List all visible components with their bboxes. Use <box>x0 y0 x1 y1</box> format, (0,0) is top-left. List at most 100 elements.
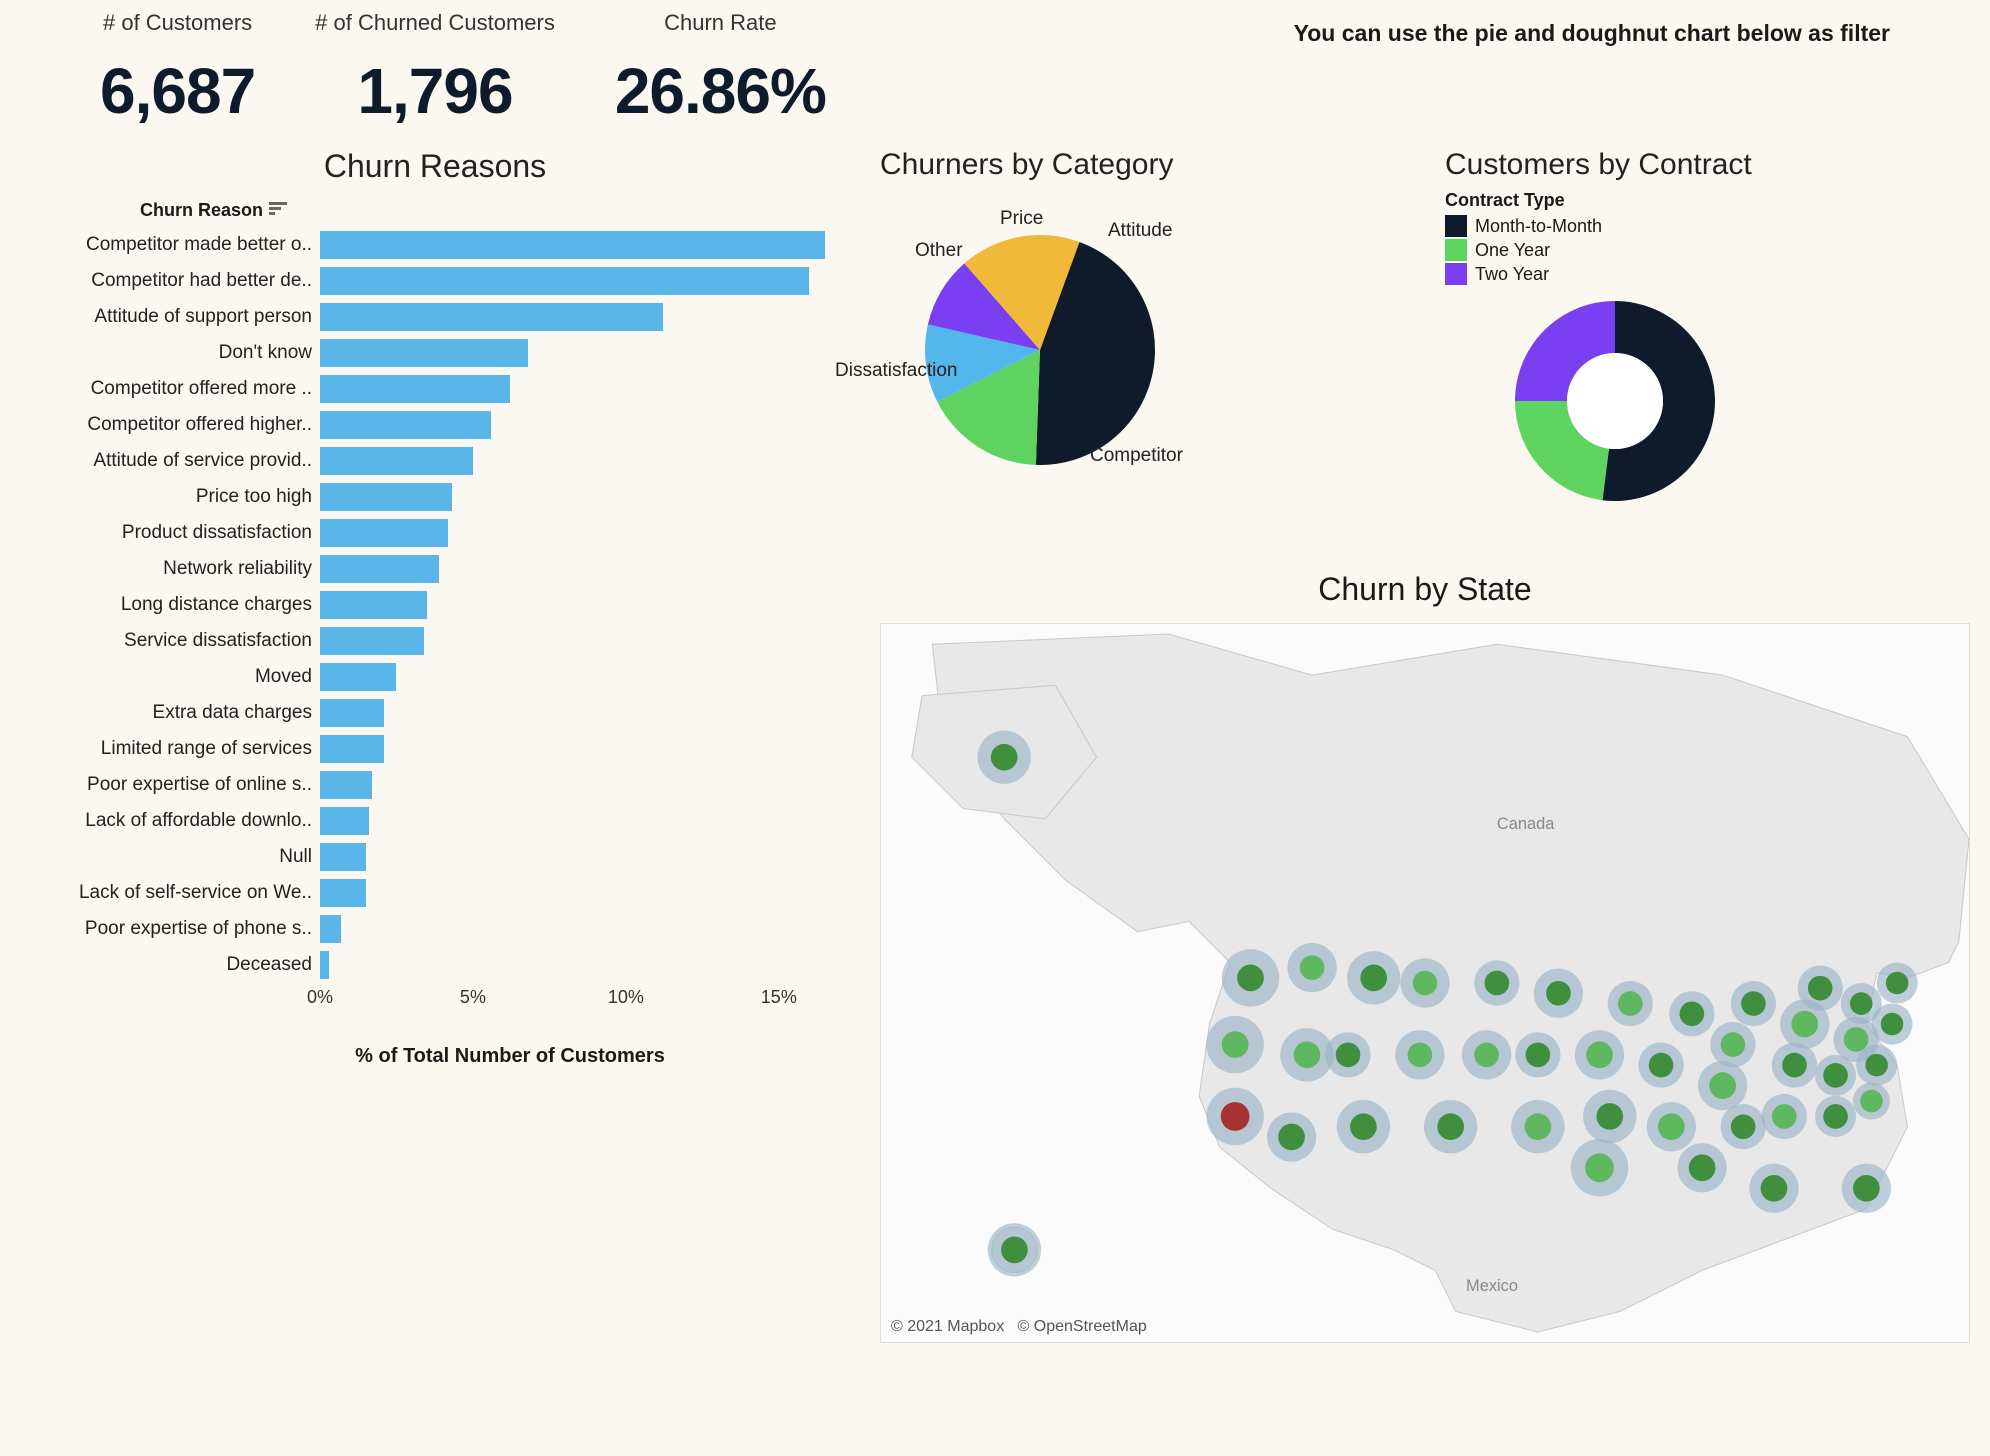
map-point[interactable] <box>1721 1032 1746 1057</box>
donut-contract-chart[interactable] <box>1505 291 1745 531</box>
bar-fill[interactable] <box>320 627 424 655</box>
bar-row[interactable]: Competitor offered higher.. <box>20 407 850 443</box>
bar-row[interactable]: Attitude of support person <box>20 299 850 335</box>
bar-fill[interactable] <box>320 447 473 475</box>
bar-row[interactable]: Null <box>20 839 850 875</box>
bar-row[interactable]: Moved <box>20 659 850 695</box>
bar-row[interactable]: Price too high <box>20 479 850 515</box>
bar-fill[interactable] <box>320 375 510 403</box>
map-point[interactable] <box>1336 1043 1361 1068</box>
map-point[interactable] <box>1823 1063 1848 1088</box>
bar-fill[interactable] <box>320 951 329 979</box>
bar-row[interactable]: Lack of affordable downlo.. <box>20 803 850 839</box>
bar-fill[interactable] <box>320 303 663 331</box>
bar-row[interactable]: Poor expertise of phone s.. <box>20 911 850 947</box>
map-point[interactable] <box>1526 1043 1551 1068</box>
map-point[interactable] <box>1881 1013 1904 1036</box>
churn-reasons-header[interactable]: Churn Reason <box>140 200 850 221</box>
map-point[interactable] <box>1585 1153 1614 1182</box>
map-point[interactable] <box>991 744 1018 771</box>
map-viewport[interactable]: Canada Mexico © 2021 Mapbox © OpenStreet… <box>880 623 1970 1343</box>
legend-item[interactable]: One Year <box>1445 239 1970 261</box>
map-point[interactable] <box>1360 965 1387 992</box>
churn-reasons-chart[interactable]: Competitor made better o..Competitor had… <box>20 227 850 983</box>
bar-row[interactable]: Extra data charges <box>20 695 850 731</box>
map-point[interactable] <box>1808 976 1833 1001</box>
bar-fill[interactable] <box>320 591 427 619</box>
map-point[interactable] <box>1350 1113 1377 1140</box>
bar-row[interactable]: Deceased <box>20 947 850 983</box>
map-point[interactable] <box>1860 1090 1883 1113</box>
map-point[interactable] <box>1853 1175 1880 1202</box>
bar-row[interactable]: Product dissatisfaction <box>20 515 850 551</box>
bar-row[interactable]: Competitor offered more .. <box>20 371 850 407</box>
bar-fill[interactable] <box>320 411 491 439</box>
map-point[interactable] <box>1278 1124 1305 1151</box>
legend-item[interactable]: Month-to-Month <box>1445 215 1970 237</box>
donut-svg[interactable] <box>1505 291 1745 531</box>
sort-desc-icon[interactable] <box>269 200 287 221</box>
bar-row[interactable]: Long distance charges <box>20 587 850 623</box>
bar-fill[interactable] <box>320 267 809 295</box>
bar-row[interactable]: Service dissatisfaction <box>20 623 850 659</box>
map-point[interactable] <box>1221 1102 1250 1131</box>
map-point[interactable] <box>1844 1027 1869 1052</box>
map-svg[interactable]: Canada Mexico <box>881 624 1969 1342</box>
map-point[interactable] <box>1761 1175 1788 1202</box>
map-point[interactable] <box>1437 1113 1464 1140</box>
map-point[interactable] <box>1689 1154 1716 1181</box>
bar-fill[interactable] <box>320 915 341 943</box>
map-point[interactable] <box>1546 981 1571 1006</box>
map-point[interactable] <box>1731 1114 1756 1139</box>
legend-item[interactable]: Two Year <box>1445 263 1970 285</box>
bar-fill[interactable] <box>320 699 384 727</box>
right-column: Churners by Category CompetitorAttitudeP… <box>880 148 1970 1343</box>
pie-category-chart[interactable]: CompetitorAttitudePriceOtherDissatisfact… <box>880 190 1200 470</box>
bar-fill[interactable] <box>320 339 528 367</box>
map-point[interactable] <box>1586 1042 1613 1069</box>
map-point[interactable] <box>1791 1011 1818 1038</box>
bar-fill[interactable] <box>320 807 369 835</box>
map-point[interactable] <box>1474 1043 1499 1068</box>
map-point[interactable] <box>1823 1104 1848 1129</box>
map-point[interactable] <box>1596 1103 1623 1130</box>
map-point[interactable] <box>1709 1072 1736 1099</box>
bar-fill[interactable] <box>320 555 439 583</box>
map-point[interactable] <box>1237 965 1264 992</box>
map-point[interactable] <box>1741 991 1766 1016</box>
map-point[interactable] <box>1413 971 1438 996</box>
map-point[interactable] <box>1294 1042 1321 1069</box>
map-point[interactable] <box>1485 971 1510 996</box>
map-point[interactable] <box>1649 1053 1674 1078</box>
map-point[interactable] <box>1658 1113 1685 1140</box>
map-point[interactable] <box>1772 1104 1797 1129</box>
map-point[interactable] <box>1618 991 1643 1016</box>
bar-fill[interactable] <box>320 879 366 907</box>
map-point[interactable] <box>1865 1054 1888 1077</box>
bar-fill[interactable] <box>320 735 384 763</box>
bar-fill[interactable] <box>320 231 825 259</box>
bar-row[interactable]: Network reliability <box>20 551 850 587</box>
map-point[interactable] <box>1782 1053 1807 1078</box>
map-point[interactable] <box>1222 1031 1249 1058</box>
map-point[interactable] <box>1001 1237 1028 1264</box>
bar-row[interactable]: Attitude of service provid.. <box>20 443 850 479</box>
bar-fill[interactable] <box>320 663 396 691</box>
bar-row[interactable]: Lack of self-service on We.. <box>20 875 850 911</box>
bar-row[interactable]: Limited range of services <box>20 731 850 767</box>
map-point[interactable] <box>1680 1001 1705 1026</box>
bar-fill[interactable] <box>320 519 448 547</box>
bar-row[interactable]: Poor expertise of online s.. <box>20 767 850 803</box>
map-point[interactable] <box>1886 972 1909 995</box>
map-point[interactable] <box>1408 1043 1433 1068</box>
bar-fill[interactable] <box>320 771 372 799</box>
bar-row[interactable]: Don't know <box>20 335 850 371</box>
bar-fill[interactable] <box>320 843 366 871</box>
bar-label: Moved <box>20 666 320 688</box>
map-point[interactable] <box>1525 1113 1552 1140</box>
map-point[interactable] <box>1300 955 1325 980</box>
bar-row[interactable]: Competitor made better o.. <box>20 227 850 263</box>
map-point[interactable] <box>1850 992 1873 1015</box>
bar-row[interactable]: Competitor had better de.. <box>20 263 850 299</box>
bar-fill[interactable] <box>320 483 452 511</box>
